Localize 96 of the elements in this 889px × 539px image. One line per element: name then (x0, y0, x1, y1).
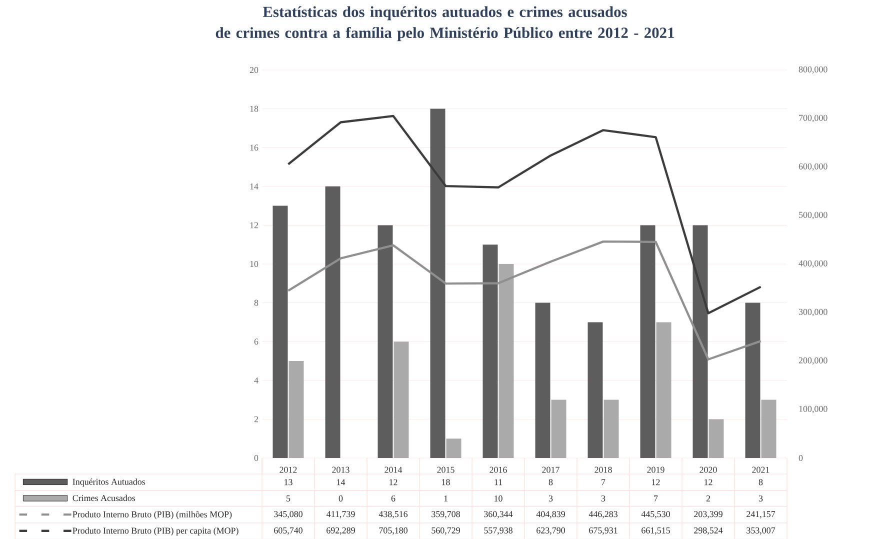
data-label: 3 (758, 495, 763, 502)
y2-tick-label: 200,000 (798, 357, 828, 365)
bar (325, 186, 340, 458)
y-tick-label: 0 (254, 454, 258, 462)
data-label: 692,289 (326, 527, 355, 535)
line-series (287, 240, 762, 360)
data-label: 661,515 (642, 527, 670, 535)
legend-label: Produto Interno Bruto (PIB) per capita (MOP) (72, 527, 238, 536)
y2-tick-label: 0 (798, 454, 803, 462)
data-label: 1 (444, 495, 448, 502)
y-tick-label: 16 (250, 144, 258, 151)
data-label: 0 (338, 495, 343, 502)
data-label: 10 (494, 495, 502, 502)
y-tick-label: 18 (250, 106, 258, 112)
bar (378, 225, 393, 458)
data-label: 3 (548, 495, 553, 502)
data-label: 404,839 (536, 511, 565, 518)
data-label: 8 (758, 479, 763, 486)
x-tick-label: 2012 (280, 466, 297, 473)
x-tick-label: 2014 (384, 466, 402, 473)
data-label: 445,530 (641, 511, 670, 518)
data-label: 203,399 (694, 511, 722, 518)
y2-tick-label: 800,000 (798, 66, 828, 74)
data-label: 2 (706, 495, 710, 502)
data-label: 345,080 (274, 511, 302, 518)
line-series (287, 114, 762, 314)
y-tick-label: 2 (254, 416, 258, 422)
legend-label: Produto Interno Bruto (PIB) (milhões MOP) (72, 511, 232, 520)
data-label: 7 (654, 496, 658, 502)
data-label: 411,739 (326, 511, 355, 518)
data-label: 3 (601, 495, 606, 502)
bar (482, 244, 498, 458)
bar (692, 225, 708, 458)
data-label: 359,708 (432, 511, 460, 518)
data-label: 12 (652, 479, 660, 486)
y-tick-label: 14 (250, 183, 258, 190)
y-tick-label: 4 (254, 377, 258, 384)
bar (498, 264, 514, 458)
data-label: 13 (284, 479, 292, 486)
y2-tick-label: 400,000 (798, 260, 828, 268)
bar (656, 322, 672, 458)
data-label: 360,344 (484, 511, 513, 518)
data-label: 241,157 (746, 511, 776, 518)
data-label: 8 (548, 479, 553, 486)
x-tick-label: 2017 (542, 466, 560, 473)
data-label: 5 (286, 495, 290, 502)
x-tick-label: 2019 (647, 466, 664, 473)
bar (640, 225, 656, 458)
y2-tick-label: 100,000 (799, 406, 828, 414)
bar (604, 400, 619, 458)
x-tick-label: 2021 (752, 466, 770, 473)
data-label: 298,524 (694, 527, 723, 535)
data-label: 6 (391, 495, 396, 502)
data-label: 12 (704, 479, 712, 486)
data-label: 11 (494, 479, 502, 486)
data-label: 438,516 (378, 511, 408, 518)
legend-label: Crimes Acusados (72, 494, 136, 502)
data-label: 14 (337, 479, 346, 486)
bar (745, 302, 760, 458)
data-label: 705,180 (379, 527, 408, 535)
bar (588, 322, 603, 458)
data-label: 560,729 (432, 527, 460, 535)
bar (535, 302, 550, 458)
data-label: 18 (442, 479, 450, 486)
data-label: 12 (390, 479, 398, 486)
y2-tick-label: 600,000 (798, 163, 828, 171)
data-label: 557,938 (484, 527, 512, 535)
bar (394, 342, 409, 458)
y2-tick-label: 300,000 (798, 308, 828, 316)
data-label: 605,740 (274, 527, 302, 535)
x-tick-label: 2015 (437, 466, 454, 473)
bar (551, 400, 566, 458)
y2-tick-label: 700,000 (799, 114, 828, 122)
data-label: 7 (602, 479, 606, 486)
bar (708, 419, 724, 458)
data-label: 623,790 (536, 527, 565, 535)
bar (272, 206, 288, 458)
chart-title: Estatísticas dos inquéritos autuados e crimes acusados de crimes contra a família pelo Ministério Público entre 2012 - 2021 (216, 6, 674, 42)
y-tick-label: 20 (250, 66, 258, 74)
y2-tick-label: 500,000 (799, 212, 828, 220)
y-tick-label: 12 (250, 222, 258, 228)
data-label: 446,283 (588, 511, 618, 518)
x-tick-label: 2018 (594, 466, 612, 473)
x-tick-label: 2016 (490, 466, 507, 473)
x-tick-label: 2020 (700, 466, 717, 473)
data-label: 353,007 (746, 527, 776, 535)
bar (288, 361, 304, 458)
bar (446, 438, 462, 458)
x-tick-label: 2013 (332, 466, 350, 473)
legend-label: Inquéritos Autuados (72, 478, 146, 487)
data-label: 675,931 (589, 527, 618, 535)
y-tick-label: 6 (254, 338, 258, 345)
bar (761, 400, 776, 458)
y-tick-label: 8 (254, 300, 258, 306)
bar (430, 108, 446, 458)
y-tick-label: 10 (250, 260, 258, 268)
